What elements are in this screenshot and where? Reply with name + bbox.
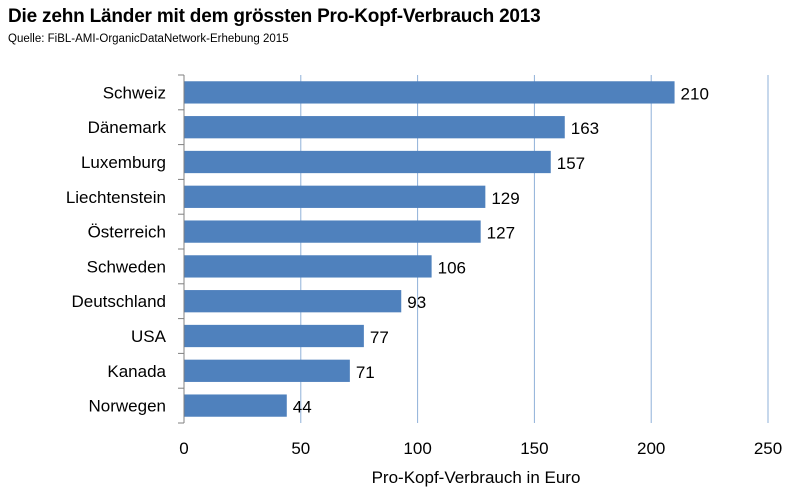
bars: [184, 81, 675, 417]
value-label: 129: [491, 189, 519, 208]
bar: [184, 116, 565, 139]
bar: [184, 290, 402, 313]
bar: [184, 185, 486, 208]
value-label: 157: [557, 154, 585, 173]
value-label: 44: [293, 398, 312, 417]
x-axis-title: Pro-Kopf-Verbrauch in Euro: [372, 468, 581, 487]
x-tick-label: 50: [291, 439, 310, 458]
value-label: 210: [681, 84, 709, 103]
category-label: USA: [131, 327, 167, 346]
bar: [184, 359, 350, 382]
category-label: Liechtenstein: [66, 188, 166, 207]
x-tick-label: 0: [179, 439, 188, 458]
value-label: 93: [407, 293, 426, 312]
category-label: Schweden: [87, 257, 166, 276]
bar: [184, 81, 675, 104]
bar: [184, 150, 551, 174]
x-tick-label: 100: [403, 439, 431, 458]
category-label: Norwegen: [89, 397, 167, 416]
category-label: Schweiz: [103, 83, 166, 102]
value-label: 127: [487, 224, 515, 243]
labels: 0 50 100 150 200 250 Schweiz 210 Dänemark 163 Luxe…: [66, 83, 782, 458]
bar: [184, 255, 432, 278]
category-label: Österreich: [88, 223, 166, 242]
category-label: Dänemark: [88, 118, 167, 137]
chart-title: Die zehn Länder mit dem grössten Pro-Kop…: [8, 6, 541, 27]
x-tick-label: 150: [520, 439, 548, 458]
value-label: 77: [370, 328, 389, 347]
category-label: Kanada: [107, 362, 166, 381]
x-tick-label: 250: [754, 439, 782, 458]
category-label: Luxemburg: [81, 153, 166, 172]
value-label: 163: [571, 119, 599, 138]
bar: [184, 220, 481, 243]
bar: [184, 324, 364, 348]
value-label: 106: [438, 258, 466, 277]
chart-source: Quelle: FiBL-AMI-OrganicDataNetwork-Erhe…: [8, 33, 289, 45]
value-label: 71: [356, 363, 375, 382]
axes: [178, 74, 185, 424]
category-label: Deutschland: [71, 292, 166, 311]
x-tick-label: 200: [637, 439, 665, 458]
bar: [184, 394, 287, 417]
